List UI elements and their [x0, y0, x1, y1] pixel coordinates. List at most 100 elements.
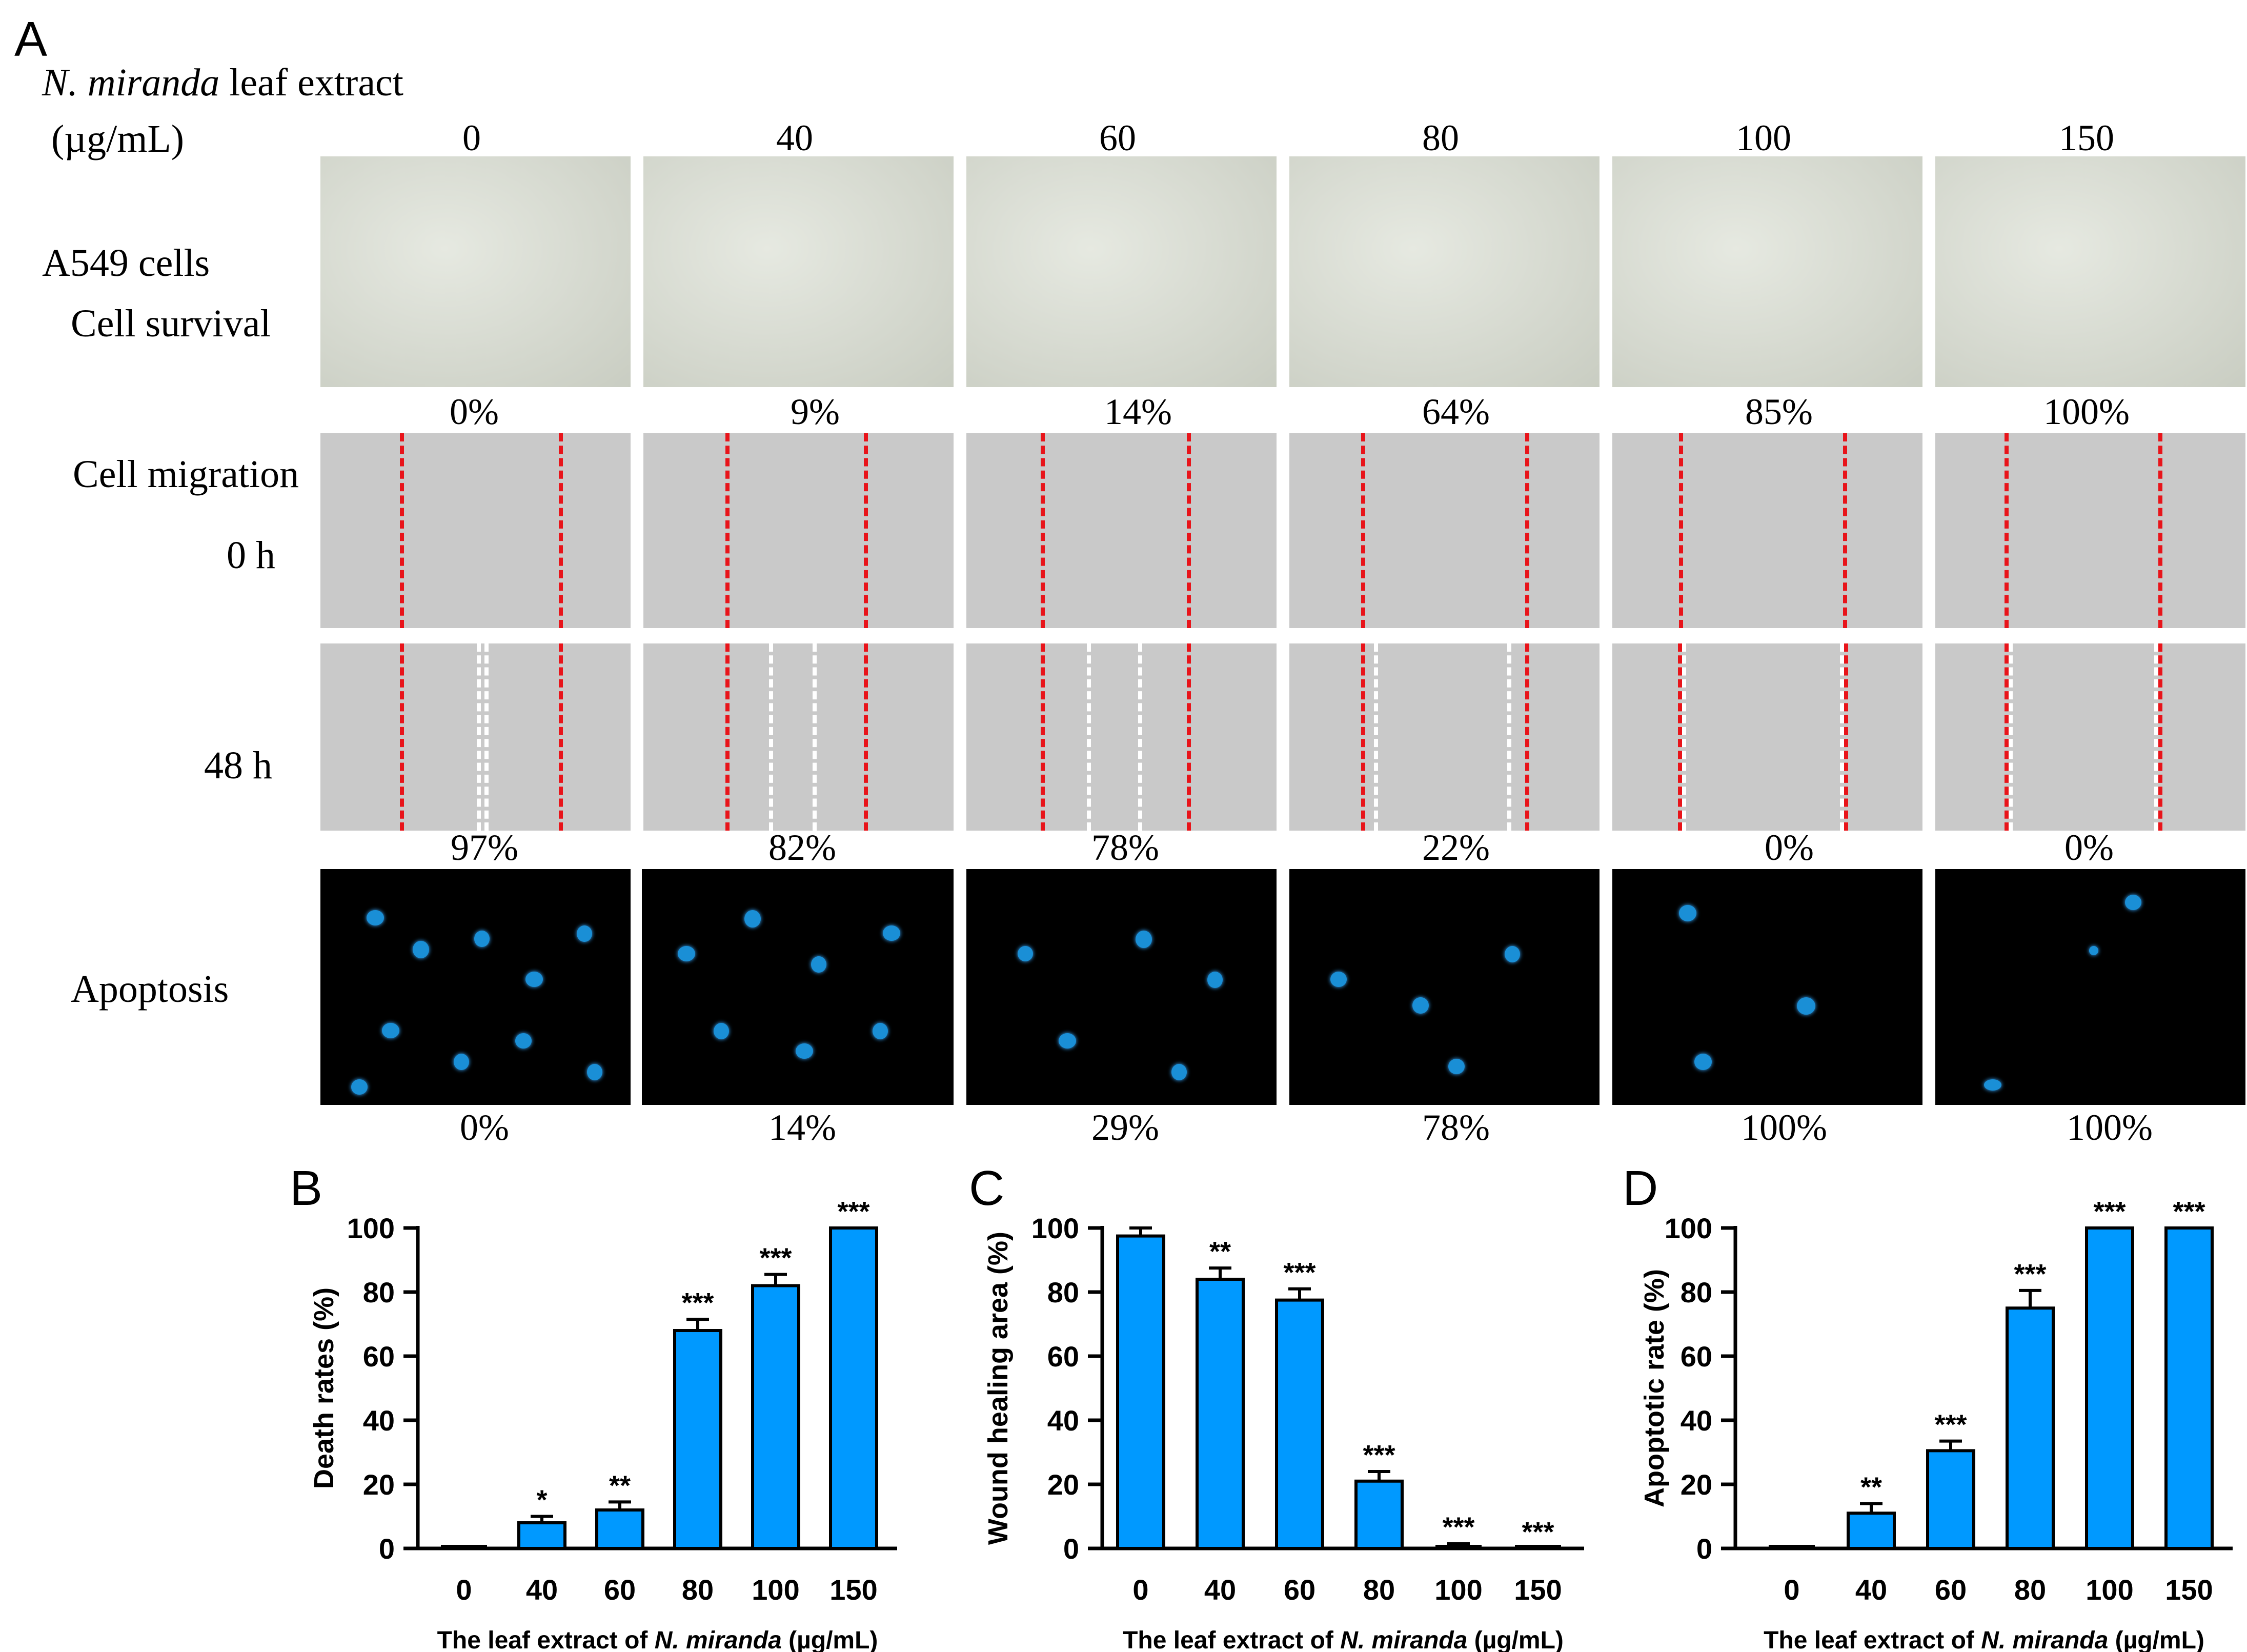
chart-d-bar — [2164, 1226, 2214, 1550]
migration-pct-40: 82% — [768, 827, 836, 868]
apoptosis-pct-80: 78% — [1422, 1107, 1490, 1148]
chart-d-significance: *** — [1934, 1409, 1967, 1440]
nucleus — [413, 941, 429, 958]
apoptosis-image-0 — [320, 869, 631, 1105]
nucleus — [1136, 931, 1152, 948]
survival-image-100 — [1612, 156, 1922, 387]
chart-d-x-tick-label: 80 — [2014, 1574, 2046, 1606]
survival-image-0 — [320, 156, 631, 387]
nucleus — [1059, 1033, 1076, 1049]
wound-48h-image-40 — [643, 643, 954, 831]
wound-edge-dash — [1041, 433, 1045, 628]
extract-label-species: N. miranda — [42, 61, 220, 104]
wound-0h-image-60 — [966, 433, 1277, 628]
wound-edge-dash — [1361, 433, 1365, 628]
nucleus — [714, 1023, 729, 1039]
wound-front-dash — [1682, 643, 1686, 831]
survival-image-80 — [1289, 156, 1600, 387]
nucleus — [1412, 997, 1429, 1014]
chart-c-y-tick-label: 20 — [1047, 1468, 1079, 1501]
chart-b-bar — [751, 1284, 800, 1550]
chart-c-y-tick-label: 0 — [1063, 1533, 1079, 1565]
nucleus — [577, 925, 592, 942]
wound-0h-image-40 — [643, 433, 954, 628]
wound-edge-dash — [2158, 433, 2162, 628]
nucleus — [1171, 1064, 1187, 1080]
conc-label-40: 40 — [776, 117, 813, 158]
row-label-survival: Cell survival — [71, 302, 271, 345]
wound-edge-dash — [559, 433, 563, 628]
chart-d-y-tick-label: 40 — [1681, 1404, 1712, 1437]
migration-pct-150: 0% — [2064, 827, 2114, 868]
wound-front-dash — [2009, 643, 2013, 831]
nucleus — [1330, 972, 1347, 987]
wound-edge-dash — [1525, 643, 1529, 831]
nucleus — [587, 1064, 602, 1080]
chart-c-x-axis-label-unit: (µg/mL) — [1467, 1627, 1564, 1652]
chart-d-panel-letter: D — [1623, 1161, 1658, 1216]
conc-label-150: 150 — [2059, 117, 2114, 158]
chart-b-x-tick-label: 150 — [829, 1574, 877, 1606]
chart-c-y-tick-label: 100 — [1031, 1212, 1079, 1244]
survival-image-40 — [643, 156, 954, 387]
nucleus — [1694, 1054, 1712, 1070]
conc-label-60: 60 — [1099, 117, 1136, 158]
chart-c-y-axis-label: Wound healing area (%) — [983, 1232, 1014, 1545]
chart-d-y-tick-label: 0 — [1696, 1533, 1712, 1565]
nucleus — [2125, 895, 2141, 910]
wound-front-dash — [1374, 643, 1378, 831]
wound-front-dash — [1840, 643, 1844, 831]
chart-c-x-tick-label: 60 — [1284, 1574, 1315, 1606]
extract-label-text: leaf extract — [219, 61, 403, 104]
apoptosis-pct-100: 100% — [1741, 1107, 1827, 1148]
conc-label-100: 100 — [1736, 117, 1791, 158]
row-label-apoptosis: Apoptosis — [71, 968, 229, 1011]
chart-c-x-tick-label: 80 — [1363, 1574, 1395, 1606]
chart-c-x-axis-label: The leaf extract of N. miranda (µg/mL) — [1123, 1627, 1564, 1652]
chart-b-y-tick-label: 20 — [363, 1468, 395, 1501]
apoptosis-image-40 — [642, 869, 954, 1105]
chart-b-x-axis-label-text: The leaf extract of — [437, 1627, 655, 1652]
conc-label-0: 0 — [462, 117, 481, 158]
wound-0h-image-80 — [1289, 433, 1600, 628]
chart-b-x-tick-label: 40 — [526, 1574, 558, 1606]
wound-0h-image-0 — [320, 433, 631, 628]
wound-48h-image-0 — [320, 643, 631, 831]
chart-d-bar — [2006, 1306, 2055, 1550]
chart-d-x-tick-label: 60 — [1935, 1574, 1967, 1606]
migration-pct-100: 0% — [1765, 827, 1814, 868]
chart-c-significance: *** — [1363, 1440, 1395, 1470]
nucleus — [474, 931, 490, 947]
wound-edge-dash — [400, 433, 404, 628]
migration-pct-80: 22% — [1422, 827, 1490, 868]
chart-c-y-tick-label: 60 — [1047, 1340, 1079, 1373]
chart-d-x-axis-label-text: The leaf extract of — [1764, 1627, 1981, 1652]
nucleus — [1984, 1079, 2001, 1091]
chart-d-y-tick-label: 80 — [1681, 1276, 1712, 1308]
chart-b-x-tick-label: 0 — [456, 1574, 472, 1606]
chart-b-y-tick-label: 80 — [363, 1276, 395, 1308]
apoptosis-pct-150: 100% — [2067, 1107, 2153, 1148]
nucleus — [525, 972, 543, 987]
wound-front-dash — [1087, 643, 1091, 831]
chart-b-y-tick-label: 0 — [379, 1533, 395, 1565]
chart-b-significance: *** — [759, 1243, 792, 1274]
chart-c-x-tick-label: 100 — [1434, 1574, 1482, 1606]
wound-edge-dash — [2005, 433, 2009, 628]
nucleus — [873, 1023, 888, 1039]
chart-b-significance: *** — [837, 1196, 869, 1227]
chart-b-bar — [673, 1329, 722, 1550]
chart-b-bar — [517, 1521, 566, 1550]
nucleus — [678, 946, 695, 961]
chart-d-x-axis-label-species: N. miranda — [1981, 1627, 2108, 1652]
chart-b-bar — [829, 1226, 878, 1550]
survival-pct-40: 9% — [791, 391, 840, 432]
wound-48h-image-150 — [1935, 643, 2245, 831]
nucleus — [367, 910, 384, 925]
wound-edge-dash — [864, 433, 868, 628]
wound-edge-dash — [725, 643, 730, 831]
chart-c-bar — [1196, 1278, 1245, 1550]
conc-label-80: 80 — [1422, 117, 1459, 158]
wound-front-dash — [2154, 643, 2158, 831]
